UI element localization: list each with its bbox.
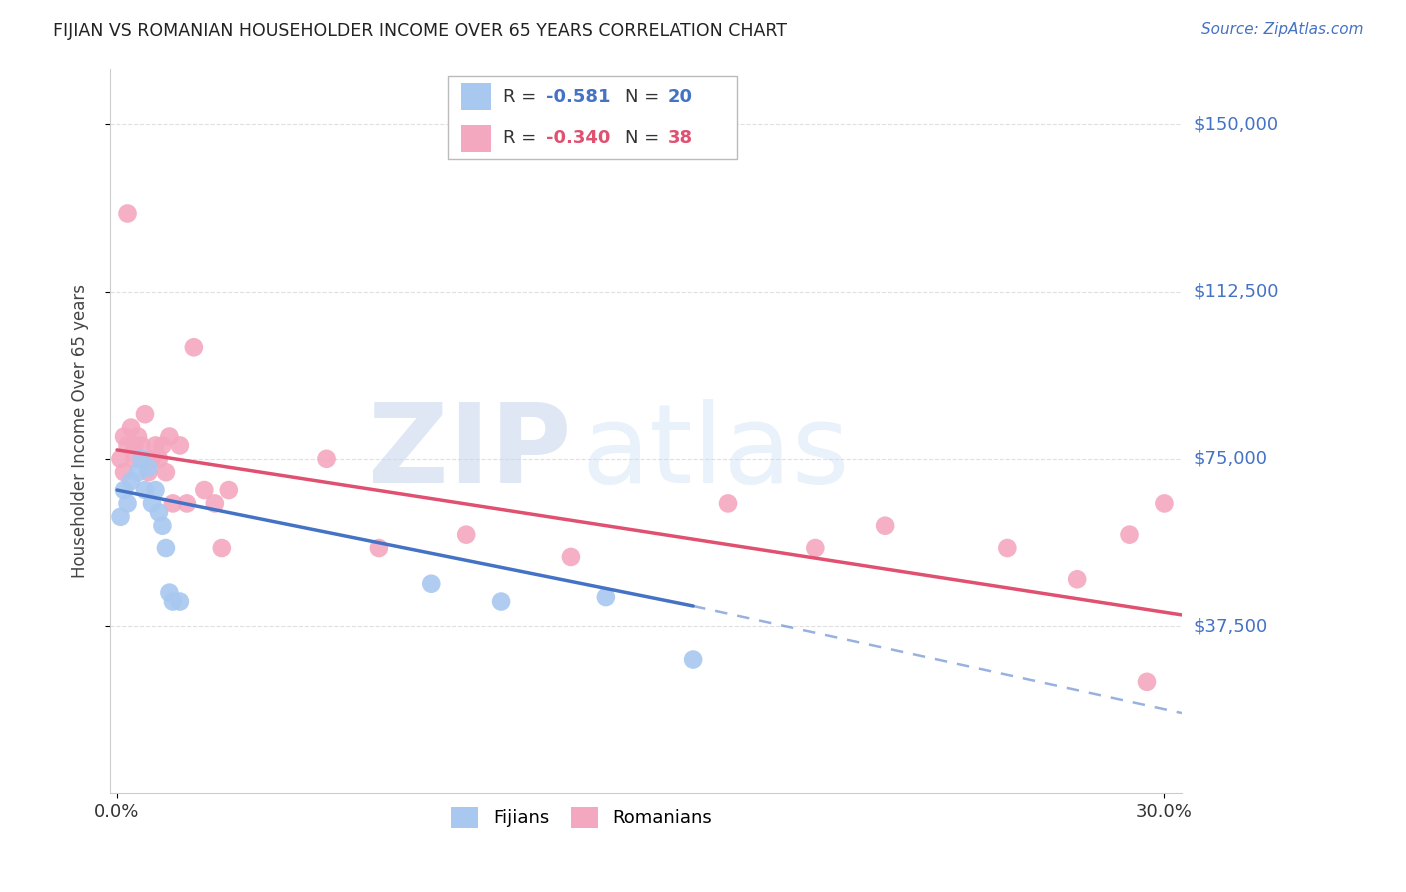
Text: ZIP: ZIP [367, 400, 571, 506]
Point [134, 483, 156, 497]
Point [138, 460, 160, 475]
Point [120, 420, 142, 434]
Point [315, 451, 337, 466]
Point [875, 518, 897, 533]
Point [112, 429, 135, 443]
Point [489, 594, 512, 608]
Text: $37,500: $37,500 [1194, 617, 1267, 635]
Bar [461, 83, 491, 111]
Point [176, 496, 198, 510]
Point [120, 474, 142, 488]
Point [141, 496, 163, 510]
Point [169, 594, 191, 608]
Point [218, 483, 240, 497]
Text: FIJIAN VS ROMANIAN HOUSEHOLDER INCOME OVER 65 YEARS CORRELATION CHART: FIJIAN VS ROMANIAN HOUSEHOLDER INCOME OV… [53, 22, 787, 40]
Point [595, 590, 617, 604]
Text: -0.581: -0.581 [547, 87, 610, 105]
Point [112, 483, 135, 497]
Point [155, 465, 177, 479]
Text: 38: 38 [668, 129, 693, 147]
Point [1136, 674, 1159, 689]
Point [193, 483, 215, 497]
Text: Source: ZipAtlas.com: Source: ZipAtlas.com [1201, 22, 1364, 37]
Point [155, 541, 177, 555]
Point [152, 518, 174, 533]
Point [1153, 496, 1175, 510]
Bar [461, 125, 491, 152]
Point [169, 438, 191, 452]
Legend: Fijians, Romanians: Fijians, Romanians [444, 800, 720, 835]
Point [159, 429, 181, 443]
Point [145, 483, 167, 497]
Text: -0.340: -0.340 [547, 129, 610, 147]
Text: atlas: atlas [582, 400, 851, 506]
Point [131, 451, 153, 466]
Point [134, 407, 156, 421]
Point [159, 585, 181, 599]
Text: $75,000: $75,000 [1194, 450, 1267, 467]
Text: $112,500: $112,500 [1194, 283, 1278, 301]
Point [560, 549, 582, 564]
Point [127, 429, 149, 443]
Point [124, 451, 146, 466]
Point [148, 451, 170, 466]
Text: 20: 20 [668, 87, 692, 105]
Text: R =: R = [503, 87, 543, 105]
Point [682, 652, 704, 666]
Point [420, 576, 443, 591]
Point [162, 496, 184, 510]
Point [183, 340, 205, 354]
Point [131, 438, 153, 452]
Point [112, 465, 135, 479]
Point [117, 496, 139, 510]
Point [152, 438, 174, 452]
Point [138, 465, 160, 479]
Point [110, 451, 132, 466]
Point [162, 594, 184, 608]
Point [804, 541, 827, 555]
Point [117, 438, 139, 452]
Point [717, 496, 740, 510]
Point [117, 206, 139, 220]
Point [367, 541, 389, 555]
Text: $150,000: $150,000 [1194, 115, 1278, 133]
Point [127, 465, 149, 479]
Point [204, 496, 226, 510]
Point [145, 438, 167, 452]
Point [211, 541, 233, 555]
Text: R =: R = [503, 129, 543, 147]
Point [141, 451, 163, 466]
Point [995, 541, 1018, 555]
Text: N =: N = [624, 129, 665, 147]
Point [1066, 572, 1088, 586]
Point [1118, 527, 1140, 541]
Point [456, 527, 478, 541]
Text: N =: N = [624, 87, 665, 105]
Point [124, 438, 146, 452]
Point [110, 509, 132, 524]
Y-axis label: Householder Income Over 65 years: Householder Income Over 65 years [72, 284, 89, 578]
FancyBboxPatch shape [447, 76, 737, 159]
Point [148, 505, 170, 519]
